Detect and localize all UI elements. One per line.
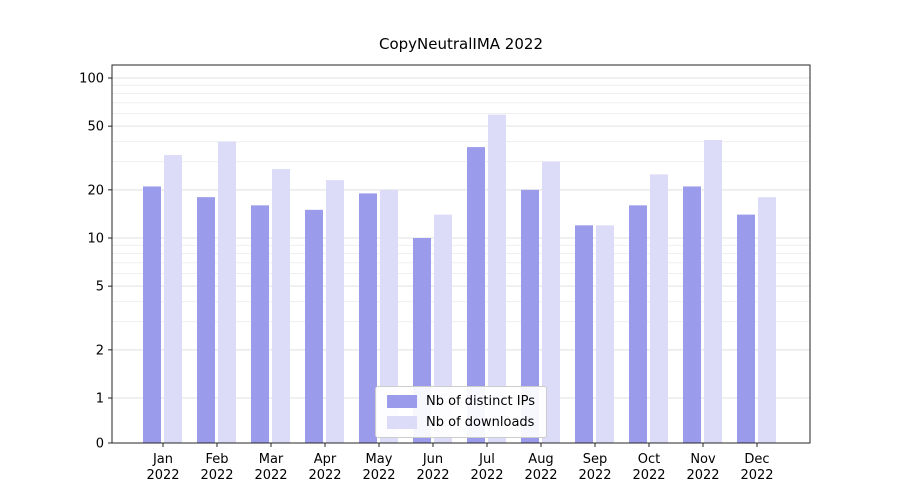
bar-distinct-ips bbox=[197, 197, 215, 443]
legend-swatch-distinct-ips bbox=[387, 395, 418, 408]
y-tick-label: 5 bbox=[96, 280, 104, 295]
x-tick-label: May 2022 bbox=[362, 452, 395, 483]
plot-border bbox=[111, 64, 811, 444]
x-tick-label: Sep 2022 bbox=[578, 452, 611, 483]
bar-downloads bbox=[488, 114, 506, 443]
bar-distinct-ips bbox=[737, 214, 755, 443]
y-tick-label: 0 bbox=[96, 437, 104, 452]
bar-downloads bbox=[272, 168, 290, 443]
bar-downloads bbox=[596, 225, 614, 443]
bar-downloads bbox=[218, 141, 236, 443]
legend-item-distinct-ips: Nb of distinct IPs bbox=[387, 394, 535, 409]
legend-swatch-downloads bbox=[387, 416, 418, 429]
y-tick-label: 100 bbox=[79, 72, 104, 87]
x-tick-label: Dec 2022 bbox=[740, 452, 773, 483]
x-tick-label: Aug 2022 bbox=[524, 452, 557, 483]
chart-title: CopyNeutralIMA 2022 bbox=[379, 35, 543, 53]
x-tick-label: Apr 2022 bbox=[308, 452, 341, 483]
bar-distinct-ips bbox=[251, 205, 269, 443]
y-tick-label: 1 bbox=[96, 392, 104, 407]
bar-downloads bbox=[650, 174, 668, 444]
bar-distinct-ips bbox=[629, 205, 647, 443]
y-tick-label: 50 bbox=[87, 120, 104, 135]
x-tick-label: Feb 2022 bbox=[200, 452, 233, 483]
bar-downloads bbox=[164, 155, 182, 443]
bar-downloads bbox=[434, 214, 452, 443]
bar-downloads bbox=[542, 161, 560, 444]
x-tick-label: Oct 2022 bbox=[632, 452, 665, 483]
bar-distinct-ips bbox=[521, 189, 539, 443]
bar-downloads bbox=[758, 197, 776, 443]
x-tick-label: Jun 2022 bbox=[416, 452, 449, 483]
y-tick-label: 10 bbox=[87, 232, 104, 247]
bar-downloads bbox=[326, 180, 344, 444]
bar-distinct-ips bbox=[575, 225, 593, 443]
x-tick-label: Jan 2022 bbox=[146, 452, 179, 483]
y-tick-label: 20 bbox=[87, 183, 104, 198]
bar-distinct-ips bbox=[359, 193, 377, 443]
legend-label-downloads: Nb of downloads bbox=[426, 415, 535, 430]
y-tick-label: 2 bbox=[96, 343, 104, 358]
bar-distinct-ips bbox=[143, 186, 161, 443]
x-tick-label: Jul 2022 bbox=[470, 452, 503, 483]
legend-label-distinct-ips: Nb of distinct IPs bbox=[426, 394, 535, 409]
bar-distinct-ips bbox=[683, 186, 701, 443]
chart-legend: Nb of distinct IPs Nb of downloads bbox=[375, 386, 547, 438]
legend-item-downloads: Nb of downloads bbox=[387, 415, 535, 430]
x-tick-label: Mar 2022 bbox=[254, 452, 287, 483]
bar-downloads bbox=[704, 139, 722, 443]
bar-distinct-ips bbox=[305, 209, 323, 443]
bar-downloads bbox=[380, 189, 398, 443]
bar-distinct-ips bbox=[467, 147, 485, 444]
x-tick-label: Nov 2022 bbox=[686, 452, 719, 483]
